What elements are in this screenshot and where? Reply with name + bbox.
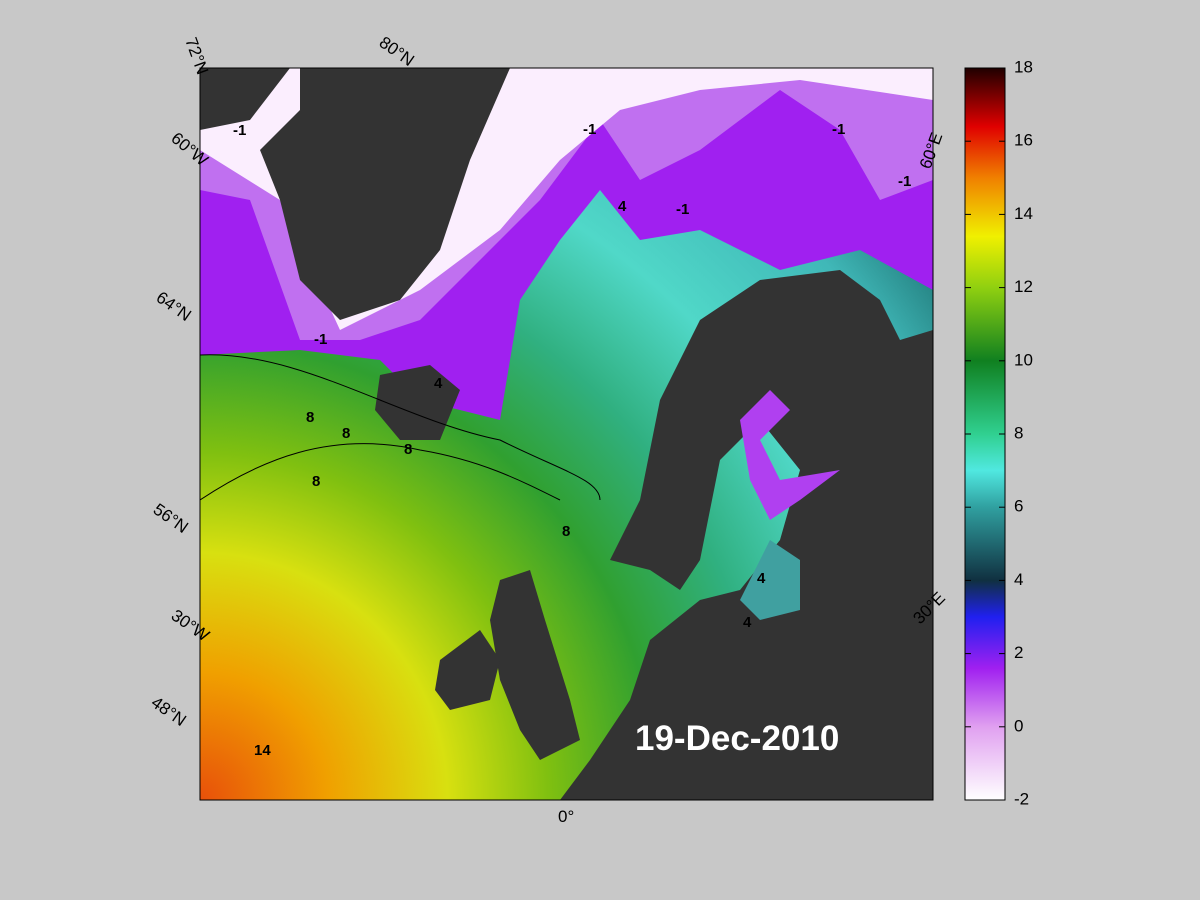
land [260, 68, 510, 320]
contour-label: 4 [743, 614, 752, 631]
contour-label: 8 [306, 409, 314, 426]
map-frame [199, 67, 934, 801]
graticule-label: 48°N [148, 693, 190, 730]
contour-label: 14 [254, 742, 271, 759]
graticule-label: 72°N [181, 35, 212, 77]
contour-label: 8 [562, 523, 570, 540]
contour-label: 4 [618, 198, 627, 215]
contour-label: 4 [757, 570, 766, 587]
graticule-label: 0° [558, 807, 574, 826]
land [490, 570, 580, 760]
colorbar-tick-label: 16 [1014, 131, 1033, 150]
colorbar-ticks: -2 0 2 4 6 8 10 12 14 16 18 [965, 57, 1033, 808]
contour [200, 443, 561, 501]
colorbar-tick-label: 12 [1014, 277, 1033, 296]
graticule-label: 56°N [150, 500, 192, 537]
colorbar-tick-label: 4 [1014, 570, 1023, 589]
map [200, 68, 933, 800]
land [375, 365, 460, 440]
colorbar-tick-label: 14 [1014, 204, 1033, 223]
contour-label: -1 [314, 331, 327, 348]
baltic [740, 540, 800, 620]
contour-label: 8 [312, 473, 320, 490]
land [200, 68, 290, 130]
land [435, 630, 500, 710]
contour-label: 8 [404, 441, 412, 458]
baltic [740, 390, 840, 520]
colorbar [964, 67, 1006, 801]
colorbar-tick-label: 18 [1014, 57, 1033, 76]
graticule-label: 80°N [376, 33, 418, 70]
colorbar-tick-label: -2 [1014, 789, 1029, 808]
colorbar-tick-label: 0 [1014, 716, 1023, 735]
contour [200, 354, 601, 501]
contour-label: 8 [342, 425, 350, 442]
date-label: 19-Dec-2010 [635, 719, 839, 758]
colorbar-tick-label: 8 [1014, 423, 1023, 442]
contour-label: 4 [434, 375, 443, 392]
colorbar-tick-label: 10 [1014, 350, 1033, 369]
colorbar-tick-label: 6 [1014, 497, 1023, 516]
land [560, 270, 933, 800]
contour-label: -1 [583, 121, 596, 138]
colorbar-tick-label: 2 [1014, 643, 1023, 662]
contour-label: -1 [233, 122, 246, 139]
contour-label: -1 [898, 173, 911, 190]
contour-label: -1 [676, 201, 689, 218]
contour-label: -1 [832, 121, 845, 138]
graticule-label: 64°N [153, 288, 195, 325]
contour-labels: -1 -1 -1 -1 -1 -1 4 4 4 4 8 8 8 8 8 14 [233, 121, 911, 759]
